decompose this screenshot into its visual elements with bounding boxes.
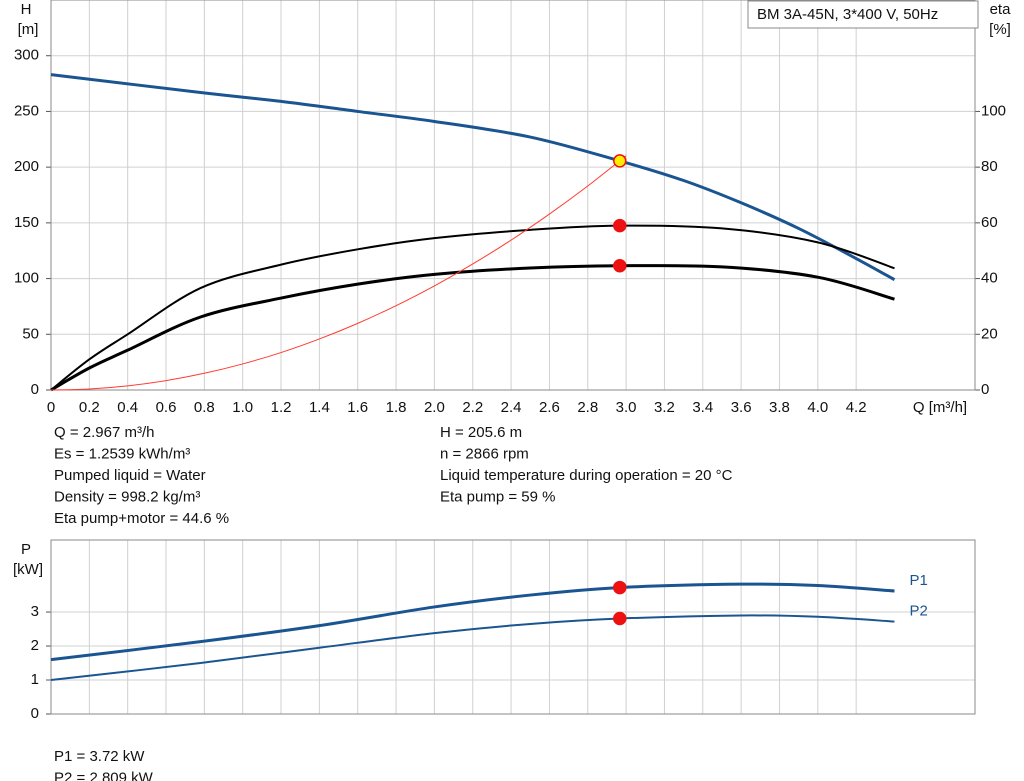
title-box [747, 0, 979, 29]
x-tick-label: 1.2 [271, 399, 292, 416]
plot-frame [50, 539, 976, 715]
y2-tick-label: 40 [981, 270, 998, 287]
curve [50, 155, 627, 391]
x-tick-label: 0.6 [156, 399, 177, 416]
x-tick-label: 1.6 [347, 399, 368, 416]
y-axis-unit: [kW] [13, 561, 43, 578]
operating-point [613, 259, 627, 273]
x-tick-label: 3.6 [731, 399, 752, 416]
plot-area [51, 540, 975, 714]
operating-point [613, 611, 627, 626]
x-axis-label: Q [m³/h] [913, 399, 967, 416]
x-tick-label: 0.2 [79, 399, 100, 416]
info-text: Liquid temperature during operation = 20… [440, 467, 733, 484]
info-text: Eta pump+motor = 44.6 % [54, 510, 229, 527]
x-tick-label: 3.2 [654, 399, 675, 416]
y-tick-label: 1 [31, 671, 39, 688]
y-tick-label: 150 [14, 214, 39, 231]
x-tick-label: 2.0 [424, 399, 445, 416]
info-text: Eta pump = 59 % [440, 488, 556, 505]
curve [50, 73, 896, 281]
x-tick-label: 2.2 [462, 399, 483, 416]
x-tick-label: 3.8 [769, 399, 790, 416]
series-label: P2 [909, 603, 927, 620]
series-label: P1 [909, 572, 927, 589]
info-text: P1 = 3.72 kW [54, 748, 145, 765]
chart-title: BM 3A-45N, 3*400 V, 50Hz [757, 6, 938, 23]
y-tick-label: 0 [31, 381, 39, 398]
y2-axis-unit: [%] [989, 21, 1011, 38]
x-tick-label: 1.4 [309, 399, 330, 416]
info-text: Density = 998.2 kg/m³ [54, 488, 200, 505]
operating-point [613, 154, 627, 168]
y2-tick-label: 80 [981, 158, 998, 175]
y-axis-label: H [21, 1, 32, 18]
x-tick-label: 3.4 [692, 399, 713, 416]
info-text: Es = 1.2539 kWh/m³ [54, 445, 190, 462]
x-tick-label: 1.8 [386, 399, 407, 416]
info-text: n = 2866 rpm [440, 445, 529, 462]
y-tick-label: 3 [31, 603, 39, 620]
y2-tick-label: 0 [981, 381, 989, 398]
info-text: P2 = 2.809 kW [54, 769, 154, 781]
y-tick-label: 0 [31, 705, 39, 722]
y-axis-unit: [m] [18, 21, 39, 38]
plot-area [51, 0, 975, 390]
x-tick-label: 4.0 [807, 399, 828, 416]
operating-point [613, 580, 627, 595]
y2-axis-label: eta [990, 1, 1012, 18]
x-tick-label: 0.4 [117, 399, 138, 416]
y-tick-label: 50 [22, 325, 39, 342]
plot-frame [50, 0, 976, 391]
x-tick-label: 0.8 [194, 399, 215, 416]
x-tick-label: 3.0 [616, 399, 637, 416]
y-tick-label: 2 [31, 637, 39, 654]
x-tick-label: 1.0 [232, 399, 253, 416]
x-tick-label: 2.6 [539, 399, 560, 416]
info-text: Pumped liquid = Water [54, 467, 206, 484]
y2-tick-label: 100 [981, 102, 1006, 119]
y-tick-label: 100 [14, 270, 39, 287]
curve [50, 582, 895, 662]
x-tick-label: 2.8 [577, 399, 598, 416]
curve [50, 224, 895, 391]
y-tick-label: 250 [14, 102, 39, 119]
y-tick-label: 200 [14, 158, 39, 175]
x-tick-label: 2.4 [501, 399, 522, 416]
y2-tick-label: 60 [981, 214, 998, 231]
y-tick-label: 300 [14, 47, 39, 64]
info-text: Q = 2.967 m³/h [54, 424, 154, 441]
x-tick-label: 0 [47, 399, 55, 416]
operating-point [613, 218, 627, 233]
y2-tick-label: 20 [981, 325, 998, 342]
y-axis-label: P [21, 541, 31, 558]
curve [50, 614, 895, 682]
curve [50, 264, 895, 392]
info-text: H = 205.6 m [440, 424, 522, 441]
x-tick-label: 4.2 [846, 399, 867, 416]
